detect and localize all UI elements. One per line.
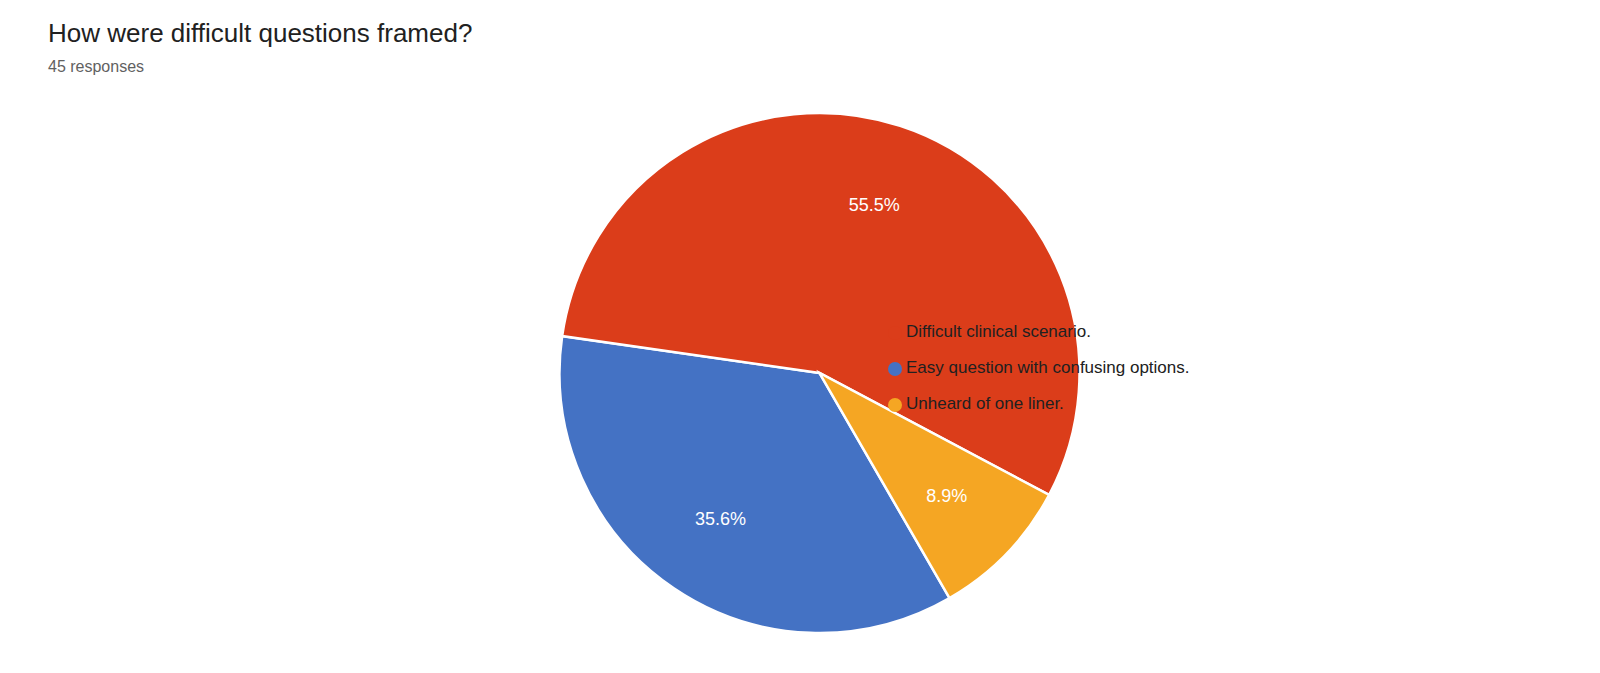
svg-text:35.6%: 35.6%	[695, 509, 746, 529]
svg-text:55.5%: 55.5%	[849, 195, 900, 215]
html-text:Difficult clinical scenario.: Difficult clinical scenario.	[906, 322, 1091, 341]
html-text:Unheard of one liner.: Unheard of one liner.	[906, 394, 1064, 413]
html-text:Easy question with confusing o: Easy question with confusing options.	[906, 358, 1190, 377]
svg-text:8.9%: 8.9%	[926, 486, 967, 506]
html-text:How were difficult questions f: How were difficult questions framed?	[48, 18, 473, 48]
html-text:45 responses: 45 responses	[48, 58, 145, 75]
